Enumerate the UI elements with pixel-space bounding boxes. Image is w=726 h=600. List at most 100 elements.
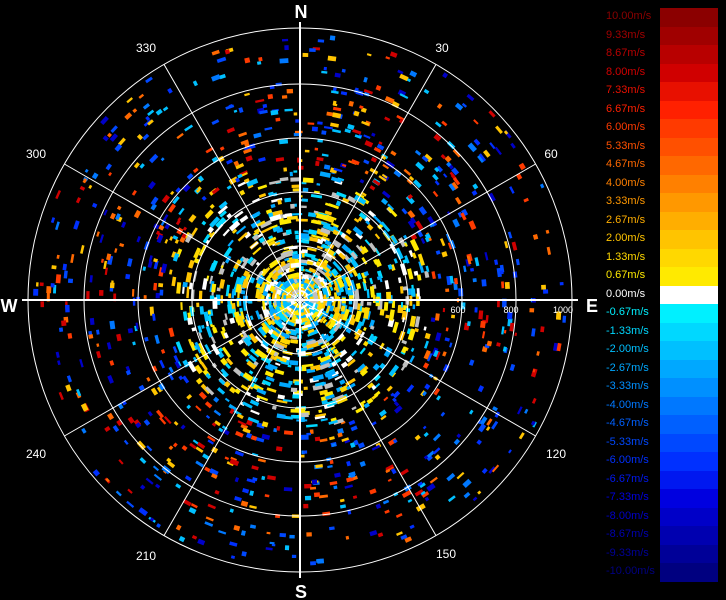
echo-cell (266, 350, 275, 357)
legend-swatch (660, 63, 718, 82)
echo-cell (255, 348, 268, 359)
echo-cell (328, 419, 338, 425)
echo-cell (272, 209, 283, 217)
echo-cell (126, 97, 134, 104)
echo-cell (246, 419, 253, 427)
echo-cell (222, 228, 230, 237)
echo-cell (246, 360, 257, 370)
echo-cell (432, 173, 439, 181)
echo-cell (207, 315, 213, 325)
echo-cell (392, 390, 401, 399)
echo-cell (252, 246, 262, 256)
legend-label: -9.33m/s (606, 546, 649, 559)
echo-cell (79, 358, 84, 368)
echo-cell (508, 449, 512, 454)
echo-cell (189, 442, 197, 450)
bearing-spoke (163, 64, 301, 301)
echo-cell (316, 245, 323, 250)
echo-cell (109, 282, 115, 289)
echo-cell (273, 428, 278, 433)
echo-cell (175, 341, 184, 354)
echo-cell (350, 251, 358, 260)
echo-cell (166, 457, 172, 463)
echo-cell (279, 532, 287, 538)
legend-label: 3.33m/s (606, 195, 646, 207)
legend-label: 0.00m/s (606, 287, 646, 300)
echo-cell (545, 229, 550, 234)
echo-cell (363, 134, 371, 139)
echo-cell (250, 409, 260, 416)
echo-cell (344, 128, 352, 134)
echo-cell (334, 72, 341, 78)
echo-cell (360, 307, 366, 313)
echo-cell (233, 525, 241, 532)
legend-label: 6.00m/s (606, 121, 646, 133)
echo-cell (243, 148, 253, 155)
echo-cell (416, 274, 422, 281)
echo-cell (99, 234, 105, 243)
echo-cell (390, 234, 398, 245)
echo-cell (350, 266, 359, 277)
echo-cell (449, 342, 453, 348)
echo-cell (477, 419, 482, 425)
echo-cell (393, 405, 403, 414)
echo-cell (204, 466, 211, 473)
echo-cell (355, 337, 363, 346)
echo-cell (135, 322, 139, 330)
bearing-spoke (64, 299, 301, 437)
echo-cell (529, 308, 535, 313)
echo-cell (332, 112, 342, 119)
echo-cell (171, 276, 177, 287)
echo-cell (147, 261, 153, 268)
echo-cell (367, 210, 377, 219)
echo-cell (229, 458, 240, 467)
echo-cell (427, 215, 435, 225)
echo-cell (211, 156, 219, 164)
echo-cell (198, 331, 203, 340)
echo-cell (125, 369, 132, 376)
echo-cell (105, 477, 110, 483)
echo-cell (248, 354, 257, 363)
echo-cell (218, 427, 224, 433)
echo-cell (372, 335, 378, 343)
echo-cell (117, 137, 126, 146)
echo-cell (452, 149, 461, 158)
echo-cell (269, 214, 282, 222)
echo-cell (317, 121, 323, 125)
echo-cell (214, 420, 221, 427)
echo-cell (341, 163, 347, 168)
echo-cell (456, 433, 462, 439)
echo-cell (153, 473, 163, 481)
echo-cell (331, 361, 337, 367)
echo-cell (156, 523, 161, 528)
echo-cell (244, 57, 251, 64)
echo-cell (136, 133, 144, 141)
echo-cell (259, 109, 268, 115)
echo-cell (100, 115, 109, 126)
echo-cell (366, 53, 372, 57)
echo-cell (412, 304, 416, 310)
echo-cell (367, 351, 374, 358)
echo-cell (142, 102, 151, 110)
echo-cell (88, 184, 93, 190)
echo-cell (407, 498, 413, 503)
echo-cell (373, 390, 381, 397)
echo-cell (207, 310, 211, 315)
echo-cell (496, 342, 501, 347)
echo-cell (369, 319, 375, 328)
echo-cell (246, 178, 259, 187)
echo-cell (315, 464, 323, 469)
echo-cell (50, 217, 56, 224)
echo-cell (265, 316, 271, 323)
echo-cell (320, 418, 328, 422)
echo-cell (198, 342, 204, 350)
legend-swatch (660, 489, 718, 508)
echo-cell (277, 274, 283, 280)
echo-cell (145, 477, 154, 485)
echo-cell (341, 68, 346, 73)
echo-cell (164, 239, 169, 244)
echo-cell (290, 203, 295, 209)
echo-cell (347, 195, 357, 204)
echo-cell (270, 203, 276, 209)
echo-cell (138, 93, 145, 99)
